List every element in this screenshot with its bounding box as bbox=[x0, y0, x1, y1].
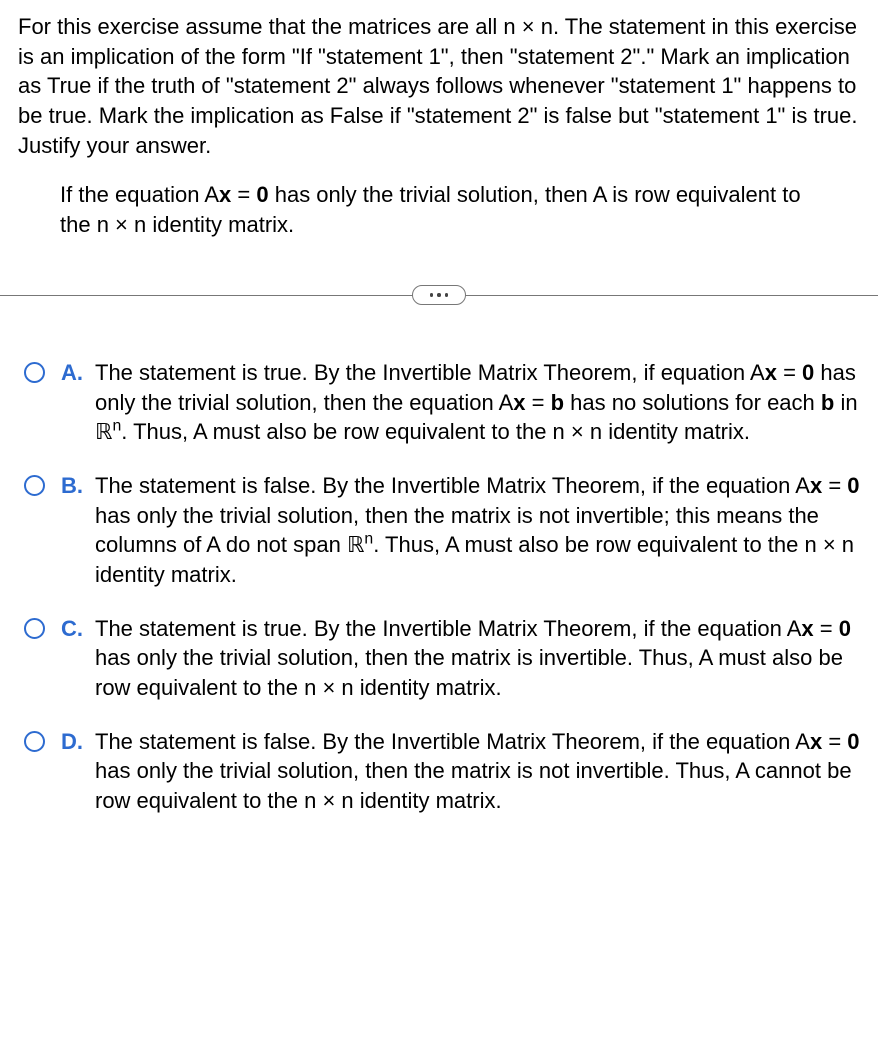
text: The statement is false. By the Invertibl… bbox=[95, 729, 810, 754]
radio-button[interactable] bbox=[24, 618, 45, 639]
ellipsis-dot-icon bbox=[445, 293, 449, 297]
text: = bbox=[822, 473, 847, 498]
statement-text: If the equation A bbox=[60, 182, 219, 207]
expand-button[interactable] bbox=[412, 285, 466, 305]
text: in bbox=[834, 390, 857, 415]
vector-x: x bbox=[219, 182, 231, 207]
option-text: The statement is true. By the Invertible… bbox=[95, 358, 860, 447]
real-n-symbol: ℝ bbox=[95, 419, 112, 444]
zero-vector: 0 bbox=[256, 182, 268, 207]
text: has only the trivial solution, then the … bbox=[95, 645, 843, 700]
option-text: The statement is false. By the Invertibl… bbox=[95, 471, 860, 590]
option-letter: A. bbox=[61, 358, 95, 388]
vector-b: b bbox=[551, 390, 564, 415]
radio-button[interactable] bbox=[24, 362, 45, 383]
option-letter: D. bbox=[61, 727, 95, 757]
radio-button[interactable] bbox=[24, 475, 45, 496]
text: The statement is true. By the Invertible… bbox=[95, 360, 765, 385]
option-c[interactable]: C. The statement is true. By the Inverti… bbox=[24, 614, 860, 703]
vector-x: x bbox=[513, 390, 525, 415]
text: = bbox=[526, 390, 551, 415]
zero-vector: 0 bbox=[847, 473, 859, 498]
option-letter: B. bbox=[61, 471, 95, 501]
vector-x: x bbox=[810, 729, 822, 754]
real-n-symbol: ℝ bbox=[347, 532, 364, 557]
ellipsis-dot-icon bbox=[430, 293, 434, 297]
zero-vector: 0 bbox=[847, 729, 859, 754]
vector-b: b bbox=[821, 390, 834, 415]
ellipsis-dot-icon bbox=[437, 293, 441, 297]
vector-x: x bbox=[810, 473, 822, 498]
option-letter: C. bbox=[61, 614, 95, 644]
text: = bbox=[822, 729, 847, 754]
option-d[interactable]: D. The statement is false. By the Invert… bbox=[24, 727, 860, 816]
radio-button[interactable] bbox=[24, 731, 45, 752]
text: = bbox=[777, 360, 802, 385]
option-a[interactable]: A. The statement is true. By the Inverti… bbox=[24, 358, 860, 447]
option-text: The statement is false. By the Invertibl… bbox=[95, 727, 860, 816]
option-b[interactable]: B. The statement is false. By the Invert… bbox=[24, 471, 860, 590]
vector-x: x bbox=[801, 616, 813, 641]
text: . Thus, A must also be row equivalent to… bbox=[121, 419, 750, 444]
superscript-n: n bbox=[112, 418, 121, 435]
options-group: A. The statement is true. By the Inverti… bbox=[18, 358, 860, 816]
superscript-n: n bbox=[364, 531, 373, 548]
question-statement: If the equation Ax = 0 has only the triv… bbox=[18, 180, 860, 239]
text: has no solutions for each bbox=[564, 390, 821, 415]
option-text: The statement is true. By the Invertible… bbox=[95, 614, 860, 703]
vector-x: x bbox=[765, 360, 777, 385]
text: The statement is true. By the Invertible… bbox=[95, 616, 801, 641]
section-divider bbox=[0, 280, 878, 310]
statement-text: = bbox=[231, 182, 256, 207]
zero-vector: 0 bbox=[802, 360, 814, 385]
text: = bbox=[814, 616, 839, 641]
zero-vector: 0 bbox=[839, 616, 851, 641]
text: has only the trivial solution, then the … bbox=[95, 758, 852, 813]
question-intro: For this exercise assume that the matric… bbox=[18, 12, 860, 160]
text: The statement is false. By the Invertibl… bbox=[95, 473, 810, 498]
